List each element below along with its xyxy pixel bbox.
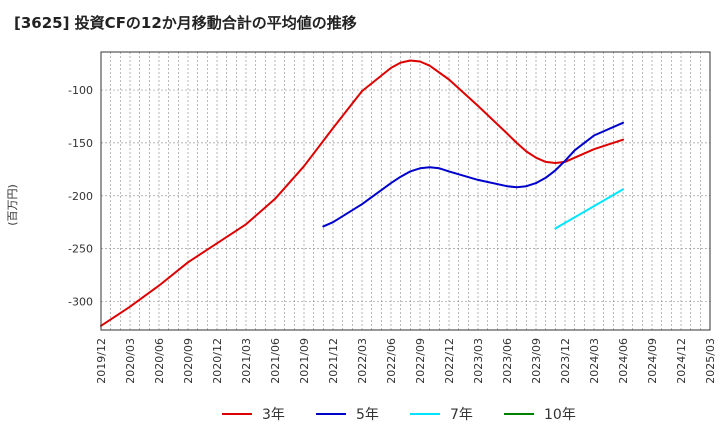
y-axis-title: (百万円) — [6, 184, 19, 226]
x-tick-label: 2020/09 — [182, 338, 195, 384]
x-tick-label: 2024/03 — [588, 338, 601, 384]
x-tick-label: 2022/06 — [385, 338, 398, 384]
legend-label: 7年 — [450, 407, 473, 423]
x-tick-label: 2022/12 — [443, 338, 456, 384]
x-tick-label: 2024/12 — [675, 338, 688, 384]
x-tick-label: 2023/12 — [559, 338, 572, 384]
x-tick-label: 2020/06 — [153, 338, 166, 384]
grid-lines — [101, 52, 710, 330]
x-tick-label: 2020/03 — [124, 338, 137, 384]
legend-label: 10年 — [544, 407, 576, 423]
x-tick-label: 2024/09 — [646, 338, 659, 384]
legend-label: 3年 — [262, 407, 285, 423]
x-axis-ticks: 2019/12 2020/03 2020/06 2020/09 2020/12 2021/… — [95, 338, 717, 384]
plot-frame — [100, 51, 711, 331]
chart-title: [3625] 投資CFの12か月移動合計の平均値の推移 — [14, 14, 357, 32]
y-tick-label: -300 — [68, 295, 93, 308]
x-tick-label: 2024/06 — [617, 338, 630, 384]
x-tick-label: 2019/12 — [95, 338, 108, 384]
x-tick-label: 2023/03 — [472, 338, 485, 384]
y-tick-label: -150 — [68, 137, 93, 150]
plot-area — [101, 52, 710, 330]
legend: 3年 5年 7年 10年 — [222, 407, 576, 423]
x-tick-label: 2022/09 — [414, 338, 427, 384]
y-tick-label: -100 — [68, 84, 93, 97]
series-line — [100, 59, 624, 327]
x-tick-label: 2023/06 — [501, 338, 514, 384]
x-tick-label: 2025/03 — [704, 338, 717, 384]
x-tick-label: 2021/09 — [298, 338, 311, 384]
y-axis-ticks: -100 -150 -200 -250 -300 — [68, 84, 93, 308]
y-tick-label: -200 — [68, 190, 93, 203]
legend-label: 5年 — [356, 407, 379, 423]
x-tick-label: 2022/03 — [356, 338, 369, 384]
x-tick-label: 2023/09 — [530, 338, 543, 384]
x-tick-label: 2021/12 — [327, 338, 340, 384]
series-line — [554, 188, 624, 230]
y-tick-label: -250 — [68, 243, 93, 256]
series-line — [322, 121, 624, 228]
series-lines — [100, 59, 624, 327]
x-tick-label: 2021/06 — [269, 338, 282, 384]
x-tick-label: 2020/12 — [211, 338, 224, 384]
x-tick-label: 2021/03 — [240, 338, 253, 384]
